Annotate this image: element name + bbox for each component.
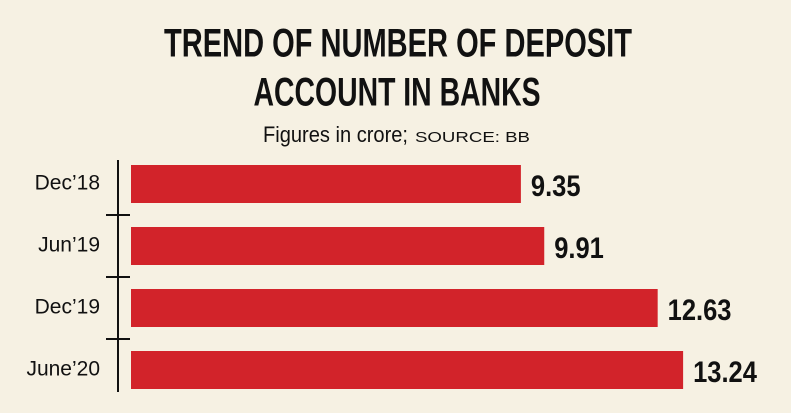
value-label: 9.35	[531, 169, 581, 202]
subtitle: Figures in crore;	[263, 122, 408, 147]
y-tick-label: Dec’18	[35, 172, 100, 195]
value-label: 9.91	[554, 231, 604, 264]
bar	[131, 227, 545, 265]
y-tick-label: Dec’19	[35, 296, 100, 319]
bar	[131, 289, 658, 327]
chart-title: TREND OF NUMBER OF DEPOSIT	[164, 22, 632, 66]
source: SOURCE: BB	[415, 129, 530, 146]
bar	[131, 165, 521, 203]
value-label: 13.24	[693, 355, 757, 388]
bar	[131, 351, 684, 389]
y-tick-label: Jun’19	[38, 234, 100, 257]
chart-title: ACCOUNT IN BANKS	[254, 71, 541, 115]
y-tick-label: June’20	[26, 358, 100, 381]
value-label: 12.63	[668, 293, 732, 326]
